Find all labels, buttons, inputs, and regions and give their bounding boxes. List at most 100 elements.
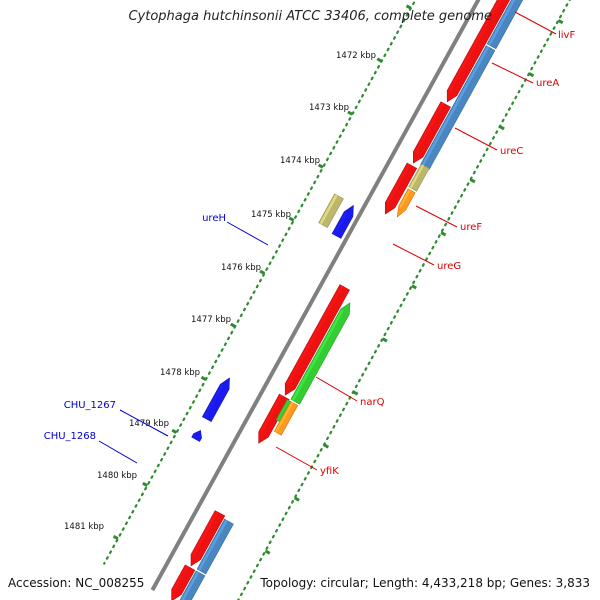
scale-label: 1472 kbp [336,51,376,61]
reverse-cds-segment [419,45,496,170]
callout-CHU_1268: CHU_1268 [44,431,138,464]
callout-ureG: ureG [392,243,461,272]
feature-highlight [386,163,411,205]
scale-label: 1481 kbp [64,522,104,532]
feature-highlight [286,285,344,386]
right-scale-ruler [237,0,571,600]
feature-highlight [421,46,490,167]
scale-tick [528,72,535,78]
callout-yfiK: yfiK [275,446,339,477]
ureG-gene [396,188,416,218]
callout-narQ: narQ [315,376,385,408]
feature-body [396,188,416,218]
scale-tick [317,163,324,169]
callout-line [454,127,498,151]
CHU_1268-gene [191,430,202,442]
callout-ureH: ureH [202,213,269,246]
feature-body [196,518,234,575]
gene-label: ureH [202,213,226,224]
genome-backbone [150,0,481,592]
scale-label: 1473 kbp [309,103,349,113]
scale-tick [171,428,178,434]
left-scale-ruler [103,0,417,565]
scale-tick [376,57,383,63]
scale-label: 1475 kbp [251,210,291,220]
callout-line [98,440,138,464]
scale-tick [469,178,476,184]
callout-line [415,205,458,228]
callout-line [315,376,358,402]
feature-body [419,45,496,170]
feature-highlight [448,0,502,93]
accession-label: Accession: NC_008255 [8,576,145,590]
reverse-cds-segment [179,570,206,600]
scale-tick [293,496,300,502]
scale-label: 1479 kbp [129,419,169,429]
feature-highlight [277,400,289,421]
feature-highlight [291,309,344,401]
callout-line [275,446,318,471]
cds-track-segment [258,393,290,444]
feature-highlight [181,571,200,600]
callout-CHU_1267: CHU_1267 [64,400,169,437]
cds-track-segment [446,0,511,103]
callout-ureF: ureF [415,205,482,233]
feature-highlight [333,212,348,236]
scale-tick [499,125,505,131]
scale-label: 1474 kbp [280,156,320,166]
genome-summary: Topology: circular; Length: 4,433,218 bp… [260,576,590,590]
scale-tick [323,443,330,449]
feature-highlight [319,194,338,225]
cds-track-segment [190,510,226,567]
scale-tick [440,231,447,237]
callout-livF: livF [514,11,575,41]
feature-body [190,510,226,567]
feature-body [412,101,451,164]
gene-callouts: livF ureA ureC ureF ureG narQ yfiK ureH CHU_1267… [44,11,575,477]
feature-highlight [259,394,283,434]
feature-highlight [409,164,425,189]
feature-body [408,163,430,192]
genome-title: Cytophaga hutchinsonii ATCC 33406, compl… [128,9,492,24]
scale-tick [142,481,148,487]
reverse-cds-segment [486,0,524,50]
gene-features [171,0,524,600]
callout-line [226,221,269,246]
scale-tick [200,375,207,381]
cds-track-segment [171,564,196,600]
scale-label: 1477 kbp [191,315,231,325]
gene-label: CHU_1267 [64,400,116,411]
gene-label: yfiK [320,466,339,477]
narQ-gene [290,302,351,405]
scale-tick [264,549,271,555]
callout-line [514,11,557,35]
scale-tick [230,322,236,328]
scale-tick [288,216,295,222]
scale-label: 1476 kbp [221,263,261,273]
gene-label: livF [558,30,575,41]
feature-highlight [399,189,411,208]
callout-line [392,243,435,266]
ureH-gene [318,193,344,229]
scale-rulers: 1472 kbp 1473 kbp 1474 kbp 1475 kbp 1476 kbp… [64,0,571,600]
reverse-cds-segment [196,518,234,575]
feature-body [318,193,344,229]
gene-label: ureG [437,261,461,272]
scale-tick [405,4,412,10]
ureH-adjacent-gene [331,204,354,239]
CHU_1267-gene [201,377,230,423]
gene-label: ureC [500,146,523,157]
feature-body [191,430,202,442]
feature-body [258,393,290,444]
gene-label: narQ [360,397,385,408]
feature-highlight [198,519,228,571]
scale-tick [411,284,417,290]
feature-highlight [203,384,224,419]
scale-tick [347,110,354,116]
gene-label: ureA [536,78,559,89]
scale-tick [381,337,388,343]
scale-tick [259,269,266,275]
feature-body [486,0,524,50]
gene-label: CHU_1268 [44,431,96,442]
